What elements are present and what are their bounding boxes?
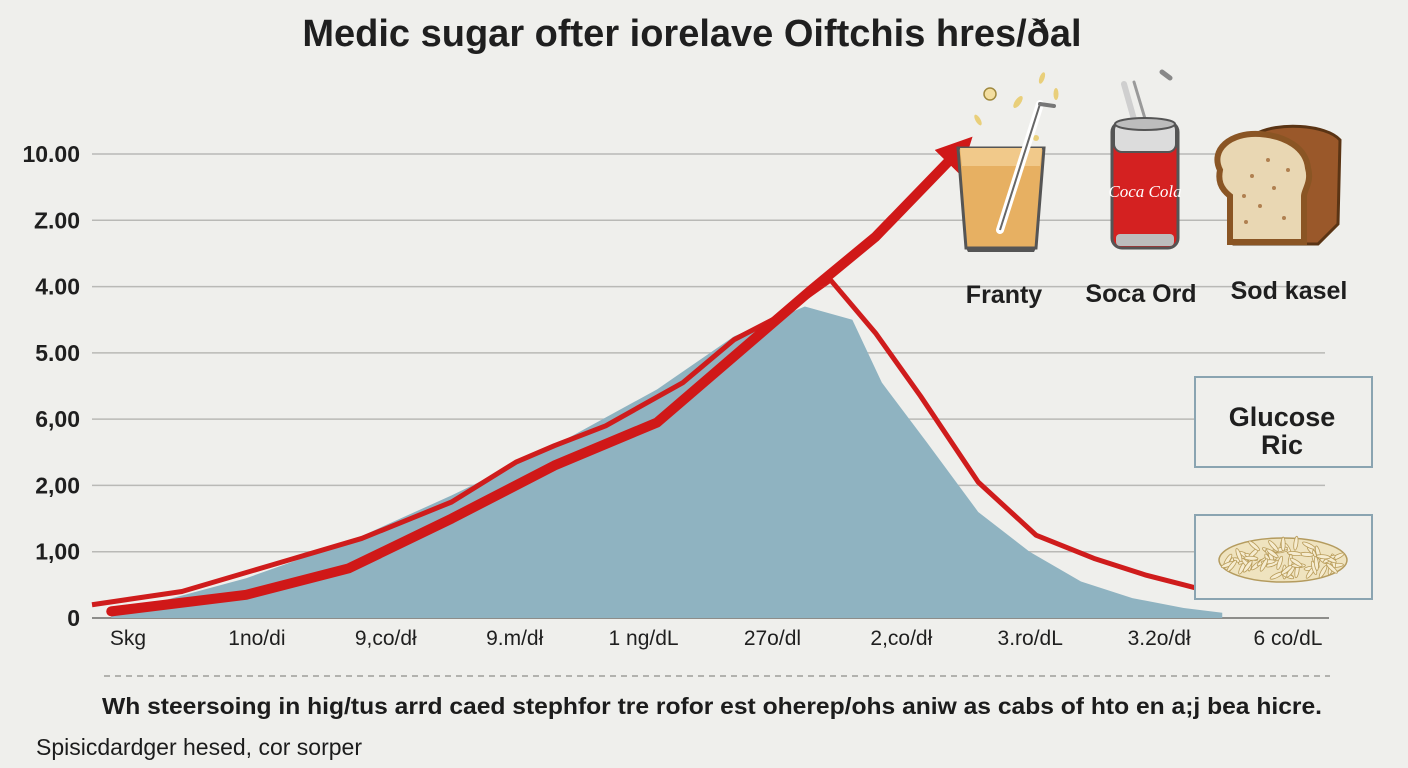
y-tick-label: 2,00 [35,472,80,498]
y-tick-label: 0 [67,605,80,631]
cola-can-icon: Coca Cola [1108,69,1182,250]
rice-pile-icon [1218,535,1348,583]
food-labels: Franty Soca Ord Sod kasel [966,277,1348,309]
chart-title: Medic sugar ofter iorelave Oiftchis hres… [302,13,1081,55]
glucose-box-line1: Glucose [1229,402,1336,432]
x-axis-ticks: Skg 1no/di 9,co/dł 9.m/dł 1 ng/dL 27o/dl 2,co/… [110,627,1323,650]
can-brand-text: Coca Cola [1108,182,1181,201]
x-tick-label: 9,co/dł [355,627,417,650]
y-tick-label: 6,00 [35,406,80,432]
glucose-box-line2: Ric [1261,430,1303,460]
food-label-soda: Soca Ord [1085,280,1196,308]
x-tick-label: 9.m/dł [486,627,544,650]
y-tick-label: 10.00 [22,141,80,167]
x-tick-label: 27o/dl [744,627,801,650]
x-tick-label: 3.ro/dL [998,627,1063,650]
x-tick-label: Skg [110,627,146,650]
caption-line-2: Spisicdardger hesed, cor sorper [36,734,362,760]
y-tick-label: 5.00 [35,340,80,366]
caption-line-1: Wh steersoing in hig/tus arrd caed steph… [102,693,1322,719]
trend-arrow [106,136,973,617]
blood-sugar-line [91,277,1223,608]
x-tick-label: 3.2o/dł [1128,627,1191,650]
bread-loaf-icon [1214,124,1342,246]
y-tick-label: 4.00 [35,274,80,300]
x-tick-label: 2,co/dł [870,627,932,650]
x-tick-label: 1no/di [228,627,285,650]
x-tick-label: 6 co/dL [1254,627,1323,650]
food-label-juice: Franty [966,281,1043,309]
fruit-juice-glass-icon [956,72,1059,252]
food-label-bread: Sod kasel [1231,277,1348,305]
glucose-box [1194,376,1373,468]
y-tick-label: 1,00 [35,539,80,565]
y-tick-label: Z.00 [34,207,80,233]
glucose-area [111,306,1223,618]
y-axis-ticks: 10.00 Z.00 4.00 5.00 6,00 2,00 1,00 0 [22,141,80,631]
x-tick-label: 1 ng/dL [609,627,679,650]
